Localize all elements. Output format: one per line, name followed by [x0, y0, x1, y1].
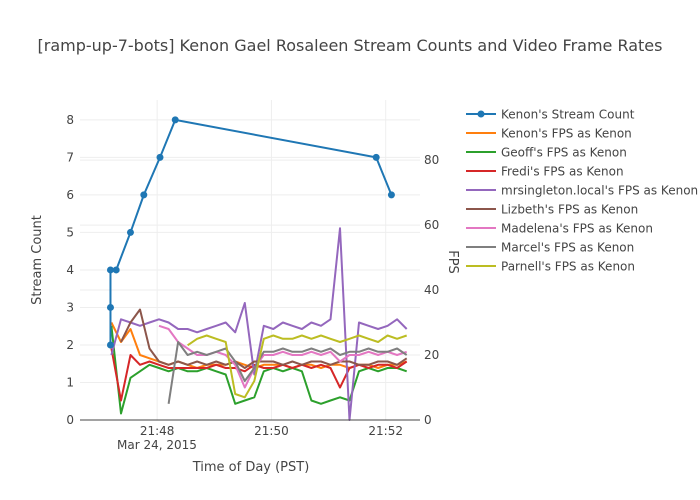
legend-label: Kenon's FPS as Kenon	[501, 127, 632, 141]
series-line-geoff-s-fps-as-kenon	[110, 325, 408, 415]
y2-axis-title: FPS	[445, 250, 460, 274]
legend-label: Parnell's FPS as Kenon	[501, 260, 635, 274]
series-line-marcel-s-fps-as-kenon	[167, 341, 408, 404]
legend-label: Madelena's FPS as Kenon	[501, 222, 653, 236]
series-line-fredi-s-fps-as-kenon	[110, 348, 408, 402]
grid	[80, 100, 420, 420]
y-tick-label: 8	[66, 113, 74, 127]
series-line-madelena-s-fps-as-kenon	[158, 324, 408, 389]
x-tick-label: 21:48	[140, 424, 175, 438]
y2-tick-label: 40	[424, 283, 439, 297]
y-tick-label: 4	[66, 263, 74, 277]
legend-label: Lizbeth's FPS as Kenon	[501, 203, 638, 217]
series-layer	[106, 116, 408, 421]
series-line-lizbeth-s-fps-as-kenon	[120, 308, 408, 369]
chart-title: [ramp-up-7-bots] Kenon Gael Rosaleen Str…	[38, 36, 663, 55]
legend-label: Kenon's Stream Count	[501, 108, 635, 122]
x-axis-date-label: Mar 24, 2015	[117, 438, 197, 452]
legend-label: mrsingleton.local's FPS as Kenon	[501, 184, 698, 198]
x-tick-label: 21:50	[254, 424, 289, 438]
series-line-parnell-s-fps-as-kenon	[187, 334, 408, 399]
stream-count-point	[156, 153, 164, 161]
legend-label: Fredi's FPS as Kenon	[501, 165, 624, 179]
legend-marker	[477, 110, 485, 118]
y2-tick-label: 60	[424, 218, 439, 232]
y-tick-label: 2	[66, 338, 74, 352]
stream-count-point	[126, 228, 134, 236]
legend-label: Marcel's FPS as Kenon	[501, 241, 634, 255]
y2-tick-label: 20	[424, 348, 439, 362]
stream-count-point	[372, 153, 380, 161]
y-tick-label: 6	[66, 188, 74, 202]
x-axis-title: Time of Day (PST)	[192, 460, 310, 475]
stream-count-point	[140, 191, 148, 199]
y-tick-label: 1	[66, 375, 74, 389]
legend: Kenon's Stream Count Kenon's FPS as Kenon…	[463, 104, 698, 276]
stream-count-point	[171, 116, 179, 124]
y-tick-label: 7	[66, 150, 74, 164]
x-tick-label: 21:52	[368, 424, 403, 438]
stream-count-point	[106, 266, 114, 274]
y-axis-title: Stream Count	[30, 215, 45, 305]
legend-label: Geoff's FPS as Kenon	[501, 146, 627, 160]
y2-tick-label: 80	[424, 153, 439, 167]
y2-tick-label: 0	[424, 413, 432, 427]
stream-count-line	[109, 118, 393, 345]
y-tick-label: 0	[66, 413, 74, 427]
y-tick-label: 5	[66, 225, 74, 239]
legend-background	[463, 104, 695, 276]
stream-count-point	[387, 191, 395, 199]
stream-count-point	[106, 303, 114, 311]
stream-count-point	[106, 341, 114, 349]
y-tick-label: 3	[66, 300, 74, 314]
stream-count-point	[112, 266, 120, 274]
series-line-mrsingleton-local-s-fps-as-kenon	[110, 227, 408, 421]
